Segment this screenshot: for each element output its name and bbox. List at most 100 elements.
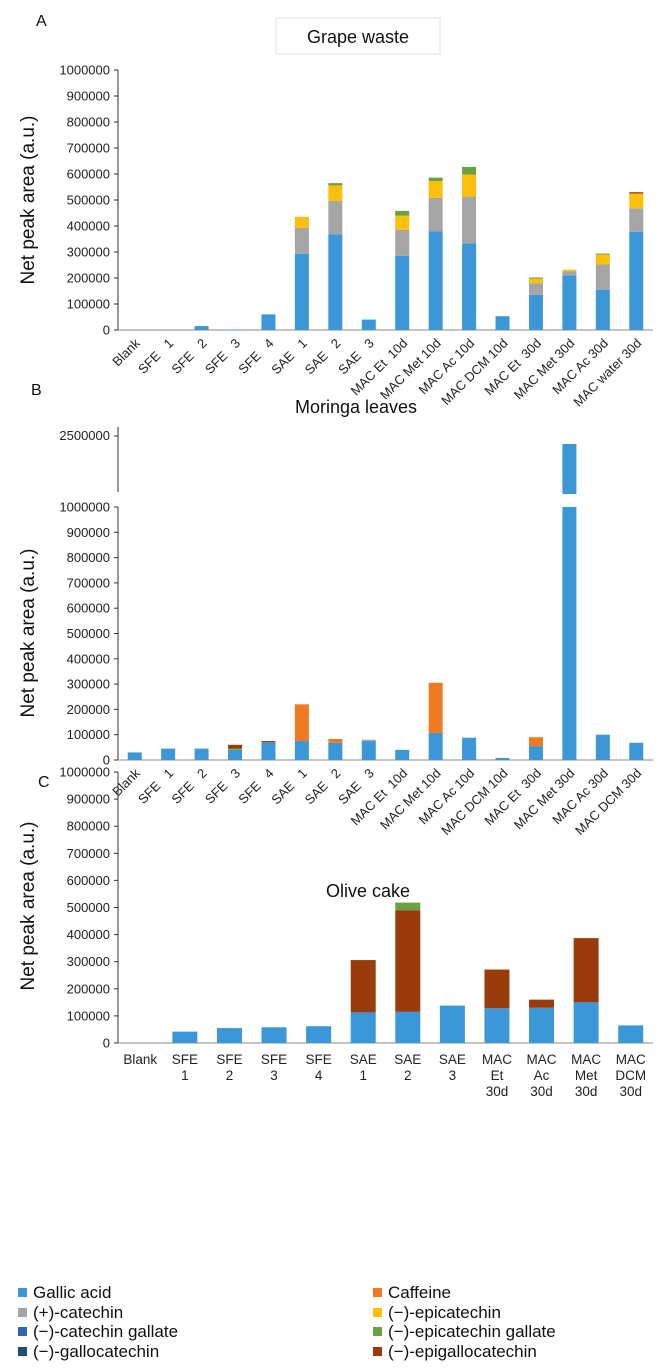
title-box	[275, 17, 441, 55]
bar-gallic-acid	[228, 749, 243, 760]
y-tick-label: 700000	[67, 575, 110, 590]
x-tick-label: SAE 2	[302, 766, 344, 808]
bar-gallic-acid	[428, 732, 443, 760]
bar-epigallocatechin	[629, 192, 644, 194]
x-tick-label: SAE 1	[268, 766, 310, 808]
y-tick-label: 300000	[67, 954, 110, 969]
axis-break-gap	[119, 494, 654, 505]
bar-gallic-acid	[629, 231, 644, 330]
legend-label: (+)-catechin	[33, 1302, 124, 1322]
x-tick-label: SFE 2	[168, 336, 209, 377]
y-tick-label: 0	[103, 753, 110, 768]
bar-gallic-acid	[618, 1025, 644, 1043]
y-tick-label: 700000	[67, 141, 110, 156]
bar-gallic-acid	[328, 742, 343, 760]
bar-gallic-acid	[562, 275, 577, 330]
bar-gallic-acid	[361, 319, 376, 330]
legend-label: Caffeine	[388, 1283, 452, 1302]
y-tick-label: 600000	[67, 601, 110, 616]
bar-catechin	[528, 283, 543, 295]
legend-swatch	[373, 1288, 382, 1297]
bar-epicatechin	[528, 278, 543, 284]
bar-gallic-acid	[629, 742, 644, 760]
bar-gallic-acid	[529, 1007, 555, 1043]
y-tick-label: 100000	[67, 1008, 110, 1023]
legend-item-epicatechin-gallate: (−)-epicatechin gallate	[373, 1323, 556, 1341]
bar-gallic-acid	[228, 329, 243, 331]
bar-epicatechin-gallate	[528, 277, 543, 279]
bar-catechin	[462, 196, 477, 244]
bar-gallic-acid	[306, 1026, 332, 1043]
legend-swatch	[373, 1307, 382, 1317]
bar-epicatechin-gallate	[395, 902, 421, 911]
bar-gallic-acid	[595, 734, 610, 760]
y-tick-label: 400000	[67, 219, 110, 234]
bar-epicatechin	[462, 174, 477, 197]
legend-item-gallic-acid: Gallic acid	[18, 1284, 111, 1302]
y-tick-label: 500000	[67, 626, 110, 641]
bar-epigallocatechin	[529, 999, 555, 1008]
legend-swatch	[18, 1346, 27, 1356]
y-tick-label: 300000	[67, 245, 110, 260]
x-tick-label: SFE 4	[305, 1052, 331, 1083]
y-tick-label: 400000	[67, 927, 110, 942]
bar-epicatechin	[328, 185, 343, 202]
bar-catechin	[361, 739, 376, 742]
bar-epigallocatechin	[261, 741, 276, 743]
y-tick-label: 400000	[67, 651, 110, 666]
bar-gallic-acid	[294, 741, 309, 760]
bar-gallic-acid-broken-top	[562, 444, 577, 497]
y-tick-label: 200000	[67, 981, 110, 996]
x-tick-label: SAE 3	[439, 1052, 466, 1083]
bar-gallic-acid	[595, 289, 610, 330]
y-tick-label: 800000	[67, 115, 110, 130]
bar-gallic-acid	[261, 1027, 287, 1043]
x-tick-label: SFE 4	[235, 766, 276, 807]
bar-gallic-acid	[528, 294, 543, 330]
y-tick-label: 300000	[67, 677, 110, 692]
panel-letter: C	[38, 774, 50, 791]
legend-label: (−)-gallocatechin	[33, 1341, 160, 1361]
x-tick-label: SFE 1	[135, 766, 176, 807]
bar-gallic-acid	[328, 234, 343, 330]
x-tick-label: SAE 2	[302, 336, 344, 378]
bar-caffeine	[328, 739, 343, 743]
bar-epicatechin-gallate	[595, 253, 610, 255]
legend-label: Gallic acid	[33, 1283, 112, 1302]
bar-epigallocatechin	[395, 910, 421, 1012]
chart-title: Grape waste	[307, 27, 409, 47]
bar-gallic-acid	[194, 748, 209, 760]
bar-gallic-acid	[528, 746, 543, 760]
y-tick-label: 800000	[67, 550, 110, 565]
y-tick-label: 800000	[67, 819, 110, 834]
bar-gallic-acid	[350, 1012, 376, 1043]
bar-epicatechin-gallate	[428, 177, 443, 182]
x-tick-label: SFE 3	[261, 1052, 287, 1083]
panel-letter: A	[36, 13, 47, 30]
x-tick-label: SAE 1	[350, 1052, 377, 1083]
x-tick-label: SFE 3	[202, 766, 243, 807]
bar-gallic-acid	[161, 748, 176, 760]
y-tick-label: 900000	[67, 89, 110, 104]
y-tick-label: 700000	[67, 846, 110, 861]
bar-epicatechin	[629, 193, 644, 209]
bar-catechin	[428, 197, 443, 232]
bar-epicatechin	[595, 254, 610, 265]
legend-item-epigallocatechin: (−)-epigallocatechin	[373, 1342, 537, 1361]
bar-gallic-acid	[261, 314, 276, 330]
chart-title: Olive cake	[326, 881, 410, 901]
y-tick-label: 1000000	[59, 63, 110, 78]
legend-item-epicatechin: (−)-epicatechin	[373, 1303, 501, 1322]
bar-epigallocatechin	[228, 744, 243, 749]
legend-swatch	[18, 1288, 27, 1297]
x-tick-label: SAE 2	[394, 1052, 421, 1083]
bar-epicatechin	[562, 269, 577, 272]
legend-swatch	[18, 1307, 27, 1317]
bar-gallic-acid	[462, 243, 477, 330]
bar-epigallocatechin	[484, 969, 510, 1009]
y-tick-label: 900000	[67, 525, 110, 540]
legend-swatch	[373, 1346, 382, 1356]
bar-catechin	[562, 271, 577, 276]
bar-gallic-acid	[573, 1002, 599, 1043]
bar-gallic-acid	[495, 316, 510, 330]
